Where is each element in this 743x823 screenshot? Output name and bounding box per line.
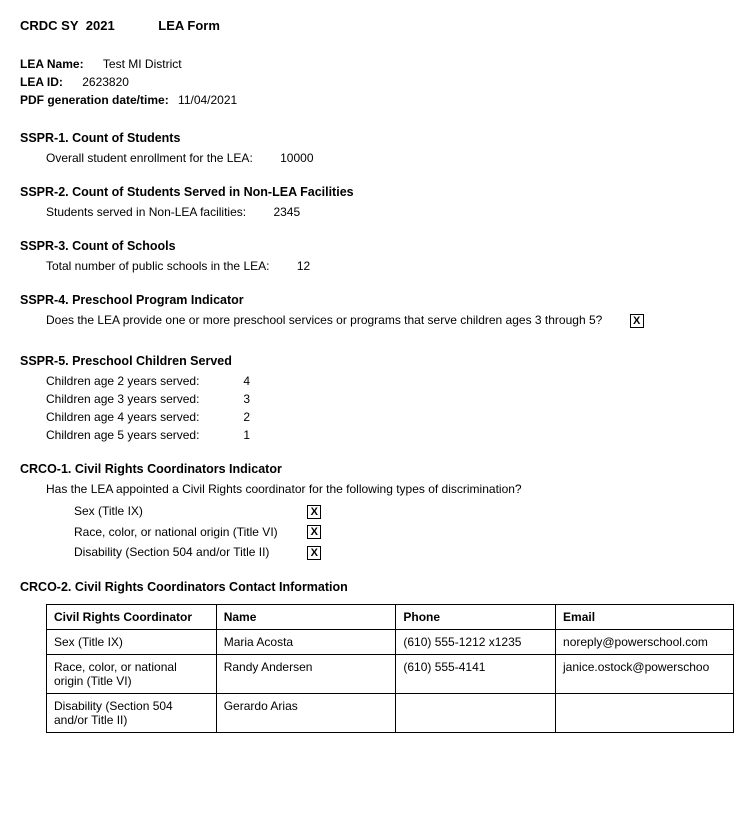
col-header-phone: Phone: [396, 605, 556, 630]
lea-info-block: LEA Name: Test MI District LEA ID: 26238…: [20, 57, 723, 107]
sspr5-row1-label: Children age 3 years served:: [46, 392, 226, 406]
sspr1-section: SSPR-1. Count of Students Overall studen…: [20, 131, 723, 165]
sspr4-section: SSPR-4. Preschool Program Indicator Does…: [20, 293, 723, 328]
pdf-date-value: 11/04/2021: [178, 93, 237, 107]
sspr1-value: 10000: [280, 151, 313, 165]
table-row: Sex (Title IX) Maria Acosta (610) 555-12…: [47, 630, 734, 655]
crco1-item2-label: Disability (Section 504 and/or Title II): [74, 545, 304, 559]
sspr1-title: SSPR-1. Count of Students: [20, 131, 723, 145]
sspr3-title: SSPR-3. Count of Schools: [20, 239, 723, 253]
sspr5-row2-label: Children age 4 years served:: [46, 410, 226, 424]
sspr4-title: SSPR-4. Preschool Program Indicator: [20, 293, 723, 307]
col-header-name: Name: [216, 605, 396, 630]
sspr1-label: Overall student enrollment for the LEA:: [46, 151, 253, 165]
coordinators-table: Civil Rights Coordinator Name Phone Emai…: [46, 604, 734, 733]
form-header: CRDC SY 2021 LEA Form: [20, 18, 723, 33]
lea-name-label: LEA Name:: [20, 57, 84, 71]
sspr5-row3-label: Children age 5 years served:: [46, 428, 226, 442]
sspr2-value: 2345: [273, 205, 300, 219]
lea-id-label: LEA ID:: [20, 75, 63, 89]
cell-role: Race, color, or national origin (Title V…: [47, 655, 217, 694]
cell-email: janice.ostock@powerschoo: [556, 655, 734, 694]
sspr3-section: SSPR-3. Count of Schools Total number of…: [20, 239, 723, 273]
col-header-email: Email: [556, 605, 734, 630]
sspr5-section: SSPR-5. Preschool Children Served Childr…: [20, 354, 723, 442]
cell-name: Maria Acosta: [216, 630, 396, 655]
crco1-section: CRCO-1. Civil Rights Coordinators Indica…: [20, 462, 723, 560]
crco1-item2-checkbox[interactable]: X: [307, 546, 321, 560]
crco2-section: CRCO-2. Civil Rights Coordinators Contac…: [20, 580, 723, 733]
cell-role: Sex (Title IX): [47, 630, 217, 655]
cell-phone: (610) 555-4141: [396, 655, 556, 694]
sspr5-row1-value: 3: [243, 392, 250, 406]
crco1-title: CRCO-1. Civil Rights Coordinators Indica…: [20, 462, 723, 476]
cell-role: Disability (Section 504 and/or Title II): [47, 694, 217, 733]
crco1-item1-label: Race, color, or national origin (Title V…: [74, 525, 304, 539]
header-prefix: CRDC SY: [20, 18, 79, 33]
crco1-question: Has the LEA appointed a Civil Rights coo…: [46, 482, 522, 496]
cell-email: [556, 694, 734, 733]
header-form-label: LEA Form: [158, 18, 220, 33]
pdf-date-label: PDF generation date/time:: [20, 93, 169, 107]
sspr3-value: 12: [297, 259, 310, 273]
sspr3-label: Total number of public schools in the LE…: [46, 259, 269, 273]
crco2-title: CRCO-2. Civil Rights Coordinators Contac…: [20, 580, 723, 594]
lea-id-value: 2623820: [82, 75, 129, 89]
sspr5-row0-label: Children age 2 years served:: [46, 374, 226, 388]
table-header-row: Civil Rights Coordinator Name Phone Emai…: [47, 605, 734, 630]
sspr5-row3-value: 1: [243, 428, 250, 442]
sspr4-question: Does the LEA provide one or more prescho…: [46, 313, 602, 327]
cell-phone: [396, 694, 556, 733]
cell-phone: (610) 555-1212 x1235: [396, 630, 556, 655]
header-year: 2021: [86, 18, 115, 33]
sspr5-row0-value: 4: [243, 374, 250, 388]
sspr5-title: SSPR-5. Preschool Children Served: [20, 354, 723, 368]
cell-name: Randy Andersen: [216, 655, 396, 694]
sspr2-section: SSPR-2. Count of Students Served in Non-…: [20, 185, 723, 219]
sspr2-label: Students served in Non-LEA facilities:: [46, 205, 246, 219]
cell-name: Gerardo Arias: [216, 694, 396, 733]
cell-email: noreply@powerschool.com: [556, 630, 734, 655]
table-row: Disability (Section 504 and/or Title II)…: [47, 694, 734, 733]
crco1-item0-checkbox[interactable]: X: [307, 505, 321, 519]
lea-name-value: Test MI District: [103, 57, 182, 71]
crco1-item0-label: Sex (Title IX): [74, 504, 304, 518]
table-row: Race, color, or national origin (Title V…: [47, 655, 734, 694]
col-header-role: Civil Rights Coordinator: [47, 605, 217, 630]
crco1-item1-checkbox[interactable]: X: [307, 525, 321, 539]
sspr4-checkbox[interactable]: X: [630, 314, 644, 328]
sspr5-row2-value: 2: [243, 410, 250, 424]
sspr2-title: SSPR-2. Count of Students Served in Non-…: [20, 185, 723, 199]
